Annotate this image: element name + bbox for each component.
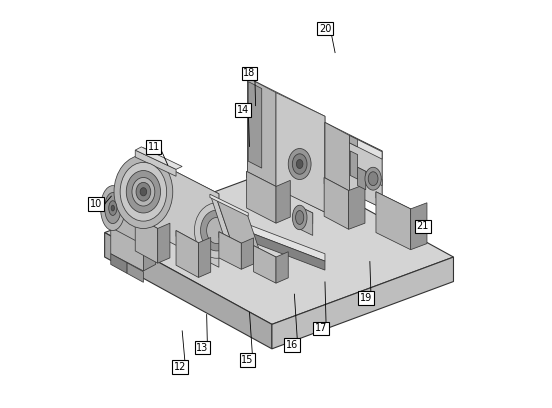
Ellipse shape xyxy=(111,205,114,211)
Ellipse shape xyxy=(114,155,173,228)
Polygon shape xyxy=(105,165,454,324)
Polygon shape xyxy=(349,135,382,159)
Polygon shape xyxy=(276,252,288,283)
Polygon shape xyxy=(376,192,411,250)
Polygon shape xyxy=(217,199,266,269)
Polygon shape xyxy=(199,237,211,277)
Polygon shape xyxy=(113,188,144,245)
Ellipse shape xyxy=(109,201,117,215)
Polygon shape xyxy=(358,167,366,190)
Ellipse shape xyxy=(100,186,125,231)
Polygon shape xyxy=(299,206,313,224)
Polygon shape xyxy=(176,231,199,248)
Polygon shape xyxy=(241,238,253,269)
Polygon shape xyxy=(158,223,170,263)
Polygon shape xyxy=(135,147,182,169)
Polygon shape xyxy=(144,155,219,200)
Polygon shape xyxy=(135,216,158,234)
Polygon shape xyxy=(376,192,411,215)
Polygon shape xyxy=(358,167,382,186)
Ellipse shape xyxy=(295,211,304,224)
Polygon shape xyxy=(144,233,156,271)
Polygon shape xyxy=(247,78,276,188)
Ellipse shape xyxy=(105,193,121,224)
Text: 12: 12 xyxy=(174,362,187,372)
Ellipse shape xyxy=(293,205,307,230)
Polygon shape xyxy=(111,222,144,245)
Polygon shape xyxy=(210,194,248,216)
Text: 21: 21 xyxy=(417,222,429,231)
Text: 16: 16 xyxy=(286,340,299,350)
Polygon shape xyxy=(144,155,219,267)
Polygon shape xyxy=(105,233,272,349)
Polygon shape xyxy=(253,246,276,283)
Polygon shape xyxy=(219,232,241,249)
Text: 15: 15 xyxy=(241,355,253,365)
Polygon shape xyxy=(276,180,290,223)
Polygon shape xyxy=(299,206,313,235)
Polygon shape xyxy=(272,257,454,349)
Ellipse shape xyxy=(136,182,151,201)
Polygon shape xyxy=(349,184,365,229)
Polygon shape xyxy=(349,135,358,147)
Ellipse shape xyxy=(288,149,311,180)
Ellipse shape xyxy=(368,172,378,186)
Polygon shape xyxy=(411,203,427,250)
Polygon shape xyxy=(144,184,325,261)
Text: 10: 10 xyxy=(89,199,102,209)
Polygon shape xyxy=(325,122,382,208)
Ellipse shape xyxy=(140,188,147,196)
Text: 20: 20 xyxy=(319,24,331,33)
Polygon shape xyxy=(349,135,382,208)
Polygon shape xyxy=(351,151,358,179)
Polygon shape xyxy=(219,232,241,269)
Text: 17: 17 xyxy=(315,324,327,333)
Text: 14: 14 xyxy=(237,105,250,115)
Ellipse shape xyxy=(194,203,239,258)
Polygon shape xyxy=(247,78,325,212)
Polygon shape xyxy=(113,188,144,207)
Polygon shape xyxy=(144,192,325,270)
Polygon shape xyxy=(253,246,276,263)
Text: 19: 19 xyxy=(360,293,372,303)
Text: 13: 13 xyxy=(197,343,209,353)
Ellipse shape xyxy=(132,177,155,206)
Polygon shape xyxy=(135,216,158,263)
Ellipse shape xyxy=(365,167,381,190)
Ellipse shape xyxy=(120,162,167,221)
Text: 18: 18 xyxy=(243,69,256,78)
Polygon shape xyxy=(247,171,276,193)
Polygon shape xyxy=(127,263,144,282)
Ellipse shape xyxy=(206,217,227,244)
Polygon shape xyxy=(111,254,127,273)
Polygon shape xyxy=(324,177,349,229)
Ellipse shape xyxy=(296,160,303,169)
Polygon shape xyxy=(248,82,262,168)
Ellipse shape xyxy=(293,154,307,174)
Polygon shape xyxy=(176,231,199,277)
Polygon shape xyxy=(111,222,144,271)
Polygon shape xyxy=(324,177,349,197)
Text: 11: 11 xyxy=(147,142,160,152)
Polygon shape xyxy=(144,148,174,168)
Polygon shape xyxy=(135,150,176,176)
Ellipse shape xyxy=(200,210,233,251)
Polygon shape xyxy=(211,196,235,253)
Polygon shape xyxy=(325,122,349,193)
Polygon shape xyxy=(247,171,276,223)
Polygon shape xyxy=(276,93,325,212)
Ellipse shape xyxy=(126,171,161,213)
